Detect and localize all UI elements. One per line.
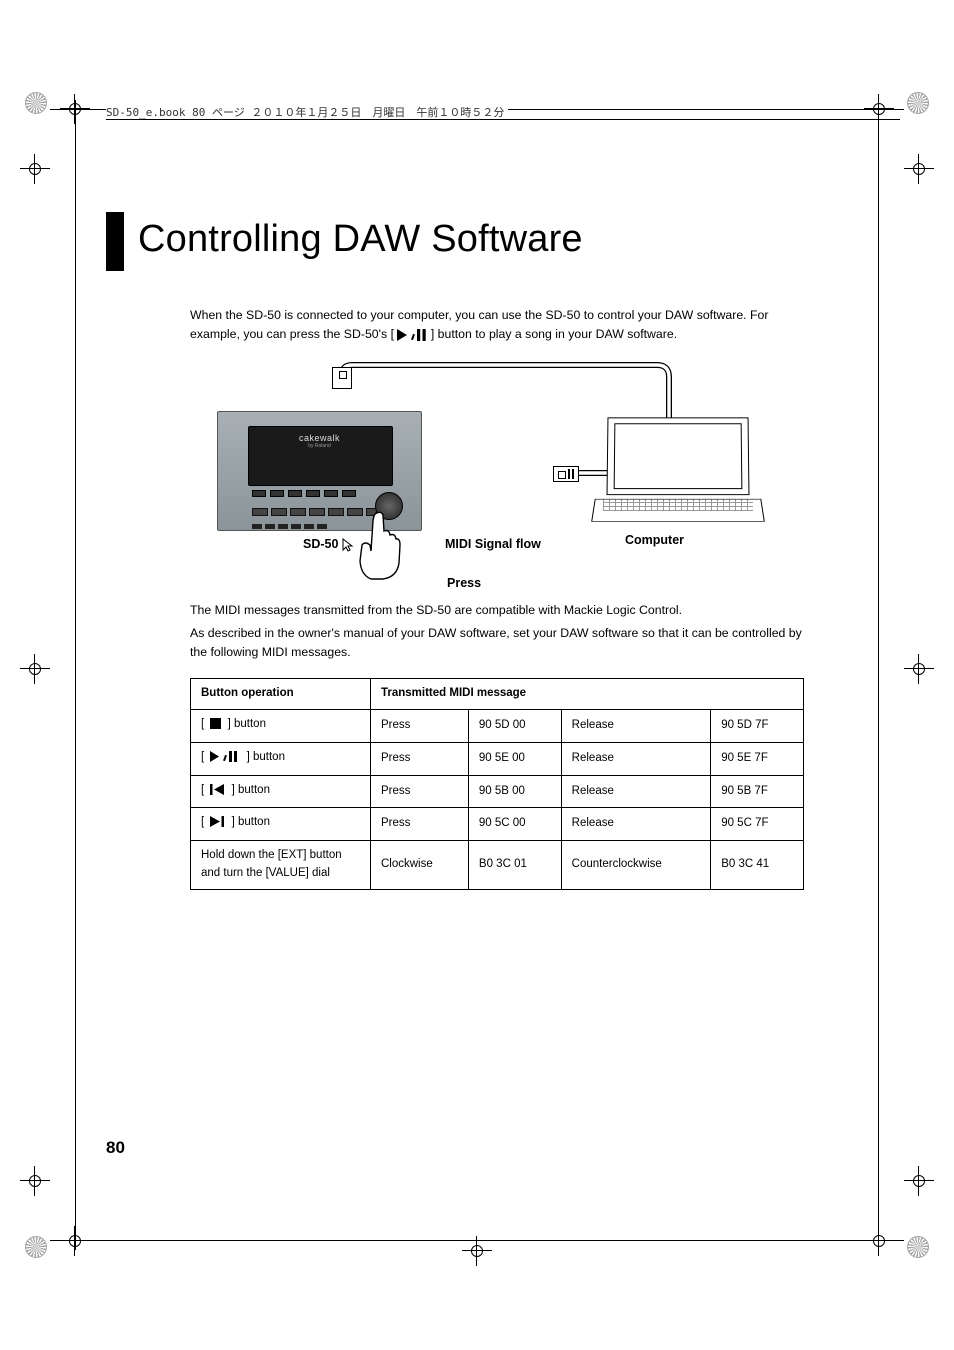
table-row: [ ] button Press 90 5C 00 Release 90 5C … — [191, 808, 804, 841]
cell-value: 90 5C 00 — [468, 808, 561, 841]
registration-mark-right — [910, 660, 928, 678]
registration-mark-bottom — [468, 1242, 486, 1260]
stop-icon — [210, 718, 221, 736]
registration-mark-rt — [910, 160, 928, 178]
paragraph-compat: The MIDI messages transmitted from the S… — [190, 601, 804, 620]
signal-flow-diagram: cakewalk by Roland SD-50 MIDI Signal flo… — [217, 361, 777, 591]
cell-value: 90 5D 7F — [711, 710, 804, 743]
hand-press-icon — [357, 511, 401, 581]
page-number: 80 — [106, 1138, 125, 1158]
usb-plug-device-icon — [332, 367, 352, 389]
cell-action: Release — [561, 775, 711, 808]
device-sub-label: by Roland — [308, 443, 331, 451]
play-pause-icon — [397, 328, 427, 347]
cell-value: 90 5E 00 — [468, 742, 561, 775]
next-track-icon — [210, 816, 225, 834]
cell-action: Press — [371, 775, 469, 808]
crop-ornament-tr — [907, 92, 929, 114]
op-bracket: [ — [201, 816, 204, 828]
op-cell: Hold down the [EXT] button and turn the … — [191, 841, 371, 890]
op-text: ] button — [232, 816, 270, 828]
col-header-message: Transmitted MIDI message — [371, 679, 804, 710]
content-area: When the SD-50 is connected to your comp… — [190, 306, 804, 890]
cell-action: Release — [561, 808, 711, 841]
usb-plug-computer-icon — [553, 466, 579, 482]
crop-ornament-tl — [25, 92, 47, 114]
registration-mark-left — [26, 660, 44, 678]
op-text: ] button — [228, 718, 266, 730]
diagram-label-computer: Computer — [625, 531, 684, 550]
prev-track-icon — [210, 784, 225, 802]
cell-value: 90 5B 7F — [711, 775, 804, 808]
crop-line-right — [878, 100, 879, 1250]
cell-value: 90 5D 00 — [468, 710, 561, 743]
op-text: ] button — [232, 784, 270, 796]
crop-ornament-br — [907, 1236, 929, 1258]
registration-mark-rb — [910, 1172, 928, 1190]
op-cell: [ ] button — [191, 808, 371, 841]
laptop-illustration — [593, 417, 763, 532]
running-header: SD-50_e.book 80 ページ ２０１０年１月２５日 月曜日 午前１０時… — [106, 119, 900, 137]
section-title-block: Controlling DAW Software — [106, 212, 583, 271]
table-header-row: Button operation Transmitted MIDI messag… — [191, 679, 804, 710]
table-row: [ ] button Press 90 5B 00 Release 90 5B … — [191, 775, 804, 808]
cursor-arrow-icon — [342, 538, 356, 552]
cell-value: B0 3C 41 — [711, 841, 804, 890]
col-header-operation: Button operation — [191, 679, 371, 710]
op-bracket: [ — [201, 751, 204, 763]
cell-value: 90 5E 7F — [711, 742, 804, 775]
page-title: Controlling DAW Software — [138, 212, 583, 271]
intro-post: ] button to play a song in your DAW soft… — [431, 327, 677, 341]
cell-action: Release — [561, 742, 711, 775]
table-row: [ ] button Press 90 5D 00 Release 90 5D … — [191, 710, 804, 743]
table-row: Hold down the [EXT] button and turn the … — [191, 841, 804, 890]
op-bracket: [ — [201, 784, 204, 796]
registration-mark-lt — [26, 160, 44, 178]
cell-action: Release — [561, 710, 711, 743]
op-cell: [ ] button — [191, 742, 371, 775]
cell-action: Press — [371, 808, 469, 841]
op-text: ] button — [247, 751, 285, 763]
cell-action: Press — [371, 710, 469, 743]
crop-ornament-bl — [25, 1236, 47, 1258]
op-cell: [ ] button — [191, 775, 371, 808]
table-row: [ ] button Press 90 5E 00 Release 90 5E … — [191, 742, 804, 775]
op-bracket: [ — [201, 718, 204, 730]
diagram-label-sd50-text: SD-50 — [303, 535, 338, 554]
cell-action: Press — [371, 742, 469, 775]
cell-action: Counterclockwise — [561, 841, 711, 890]
registration-mark-br2 — [870, 1232, 888, 1250]
cell-action: Clockwise — [371, 841, 469, 890]
play-pause-icon — [210, 751, 240, 769]
diagram-label-midi: MIDI Signal flow — [445, 535, 541, 554]
cell-value: 90 5C 7F — [711, 808, 804, 841]
crop-line-bottom — [50, 1240, 904, 1241]
crop-line-left — [75, 100, 76, 1250]
paragraph-setup: As described in the owner's manual of yo… — [190, 624, 804, 662]
intro-paragraph: When the SD-50 is connected to your comp… — [190, 306, 804, 347]
diagram-label-sd50: SD-50 — [303, 535, 356, 554]
diagram-label-press: Press — [447, 574, 481, 593]
title-accent-bar — [106, 212, 124, 271]
registration-mark-lb — [26, 1172, 44, 1190]
op-cell: [ ] button — [191, 710, 371, 743]
cell-value: B0 3C 01 — [468, 841, 561, 890]
running-header-text: SD-50_e.book 80 ページ ２０１０年１月２５日 月曜日 午前１０時… — [106, 106, 508, 119]
midi-message-table: Button operation Transmitted MIDI messag… — [190, 678, 804, 890]
cell-value: 90 5B 00 — [468, 775, 561, 808]
